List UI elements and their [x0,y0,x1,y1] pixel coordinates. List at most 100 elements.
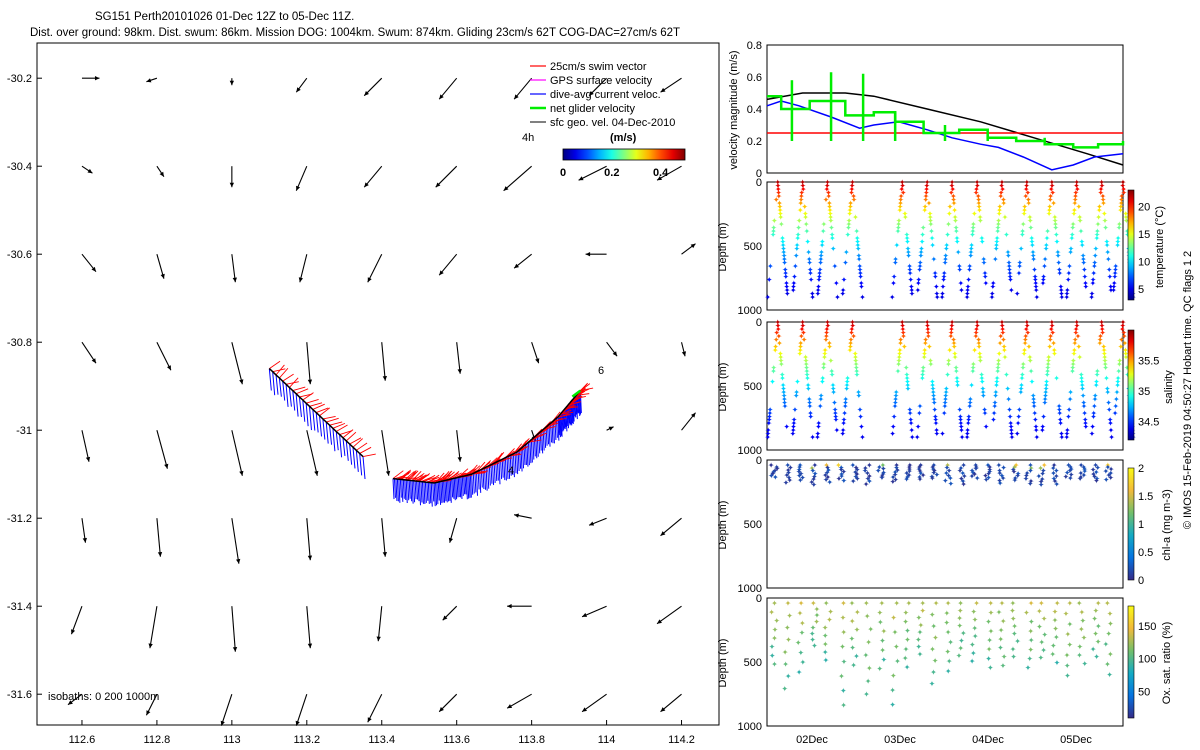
section-sample-point: ✦ [799,474,806,483]
section-sample-point: ✦ [771,634,778,643]
section-sample-point: ✦ [843,384,850,393]
section-sample-point: ✦ [779,234,786,243]
section-sample-point: ✦ [852,468,859,477]
dive-avg-current-vector [407,480,410,501]
section-sample-point: ✦ [850,192,857,201]
section-sample-point: ✦ [824,181,831,190]
geo-vector-shaft [578,165,607,181]
section-sample-point: ✦ [866,664,873,673]
section-sample-point: ✦ [1072,195,1079,204]
section-sample-point: ✦ [1094,367,1101,376]
section-sample-point: ✦ [896,356,903,365]
section-sample-point: ✦ [1046,202,1053,211]
section-sample-point: ✦ [880,655,887,664]
section-sample-point: ✦ [899,178,906,187]
geo-vector-shaft [367,693,383,723]
section-sample-point: ✦ [1058,286,1065,295]
section-sample-point: ✦ [790,286,797,295]
section-sample-point: ✦ [1039,426,1046,435]
section-sample-point: ✦ [1111,283,1118,292]
section-sample-point: ✦ [818,251,825,260]
section-sample-point: ✦ [1094,463,1101,472]
section-sample-point: ✦ [784,471,791,480]
section-sample-point: ✦ [956,621,963,630]
dive-avg-current-vector [475,471,478,496]
net-glider-velocity-vector [571,389,582,398]
section-sample-point: ✦ [827,206,834,215]
section-sample-point: ✦ [780,381,787,390]
section-sample-point: ✦ [1114,237,1121,246]
dive-avg-current-vector [268,368,272,391]
chla-points: ✦✦✦✦✦✦✦✦✦✦✦✦✦✦✦✦✦✦✦✦✦✦✦✦✦✦✦✦✦✦✦✦✦✦✦✦✦✦✦✦… [768,461,1115,490]
map-y-tick-label: -31.4 [7,601,32,613]
section-sample-point: ✦ [1098,318,1105,327]
geo-vector-shaft [456,342,461,374]
section-sample-point: ✦ [1011,467,1018,476]
geo-vector-head [296,87,301,93]
section-sample-point: ✦ [1006,269,1013,278]
section-sample-point: ✦ [1123,353,1130,362]
section-sample-point: ✦ [945,599,952,608]
section-sample-point: ✦ [830,388,837,397]
section-sample-point: ✦ [897,202,904,211]
swim-vector [306,399,319,404]
section-sample-point: ✦ [1024,188,1031,197]
section-sample-point: ✦ [1054,659,1061,668]
swim-vector [345,431,357,442]
section-sample-point: ✦ [1028,618,1035,627]
section-sample-point: ✦ [904,627,911,636]
section-sample-point: ✦ [932,416,939,425]
geo-vector-head [507,604,512,609]
geo-vector-head [67,700,73,705]
section-sample-point: ✦ [1065,269,1072,278]
section-sample-point: ✦ [1055,251,1062,260]
section-sample-point: ✦ [840,419,847,428]
section-sample-point: ✦ [1078,370,1085,379]
section-sample-point: ✦ [973,463,980,472]
section-sample-point: ✦ [1124,370,1131,379]
section-sample-point: ✦ [826,342,833,351]
section-sample-point: ✦ [1040,279,1047,288]
geostrophic-vectors [67,76,696,726]
section-sample-point: ✦ [1116,223,1123,232]
dive-avg-current-vector [427,482,430,504]
section-sample-point: ✦ [922,195,929,204]
section-sample-point: ✦ [1038,638,1045,647]
section-sample-point: ✦ [1005,251,1012,260]
section-sample-point: ✦ [967,398,974,407]
section-sample-point: ✦ [818,248,825,257]
section-sample-point: ✦ [908,283,915,292]
geo-vector-shaft [456,430,461,462]
section-sample-point: ✦ [948,328,955,337]
section-sample-point: ✦ [798,470,805,479]
section-sample-point: ✦ [779,374,786,383]
section-sample-point: ✦ [821,220,828,229]
legend-gps-label: GPS surface velocity [550,75,653,87]
section-sample-point: ✦ [904,636,911,645]
section-sample-point: ✦ [975,335,982,344]
section-sample-point: ✦ [1107,609,1114,618]
section-sample-point: ✦ [784,286,791,295]
section-sample-point: ✦ [817,402,824,411]
dive-avg-current-vector [567,405,570,429]
section-sample-point: ✦ [1123,213,1130,222]
section-sample-point: ✦ [980,255,987,264]
section-sample-point: ✦ [896,349,903,358]
section-sample-point: ✦ [766,409,773,418]
section-sample-point: ✦ [834,293,841,302]
section-sample-point: ✦ [855,244,862,253]
dive-avg-current-vector [474,472,477,493]
dive-avg-current-vector [319,415,323,437]
section-sample-point: ✦ [1007,419,1014,428]
section-sample-point: ✦ [998,181,1005,190]
section-sample-point: ✦ [1019,227,1026,236]
map-y-tick-label: -30.8 [7,337,32,349]
section-sample-point: ✦ [1117,206,1124,215]
section-sample-point: ✦ [995,220,1002,229]
section-sample-point: ✦ [985,474,992,483]
section-sample-point: ✦ [996,461,1003,470]
section-sample-point: ✦ [1056,402,1063,411]
section-sample-point: ✦ [1046,209,1053,218]
dive-avg-current-vector [392,478,395,500]
section-sample-point: ✦ [764,293,771,302]
